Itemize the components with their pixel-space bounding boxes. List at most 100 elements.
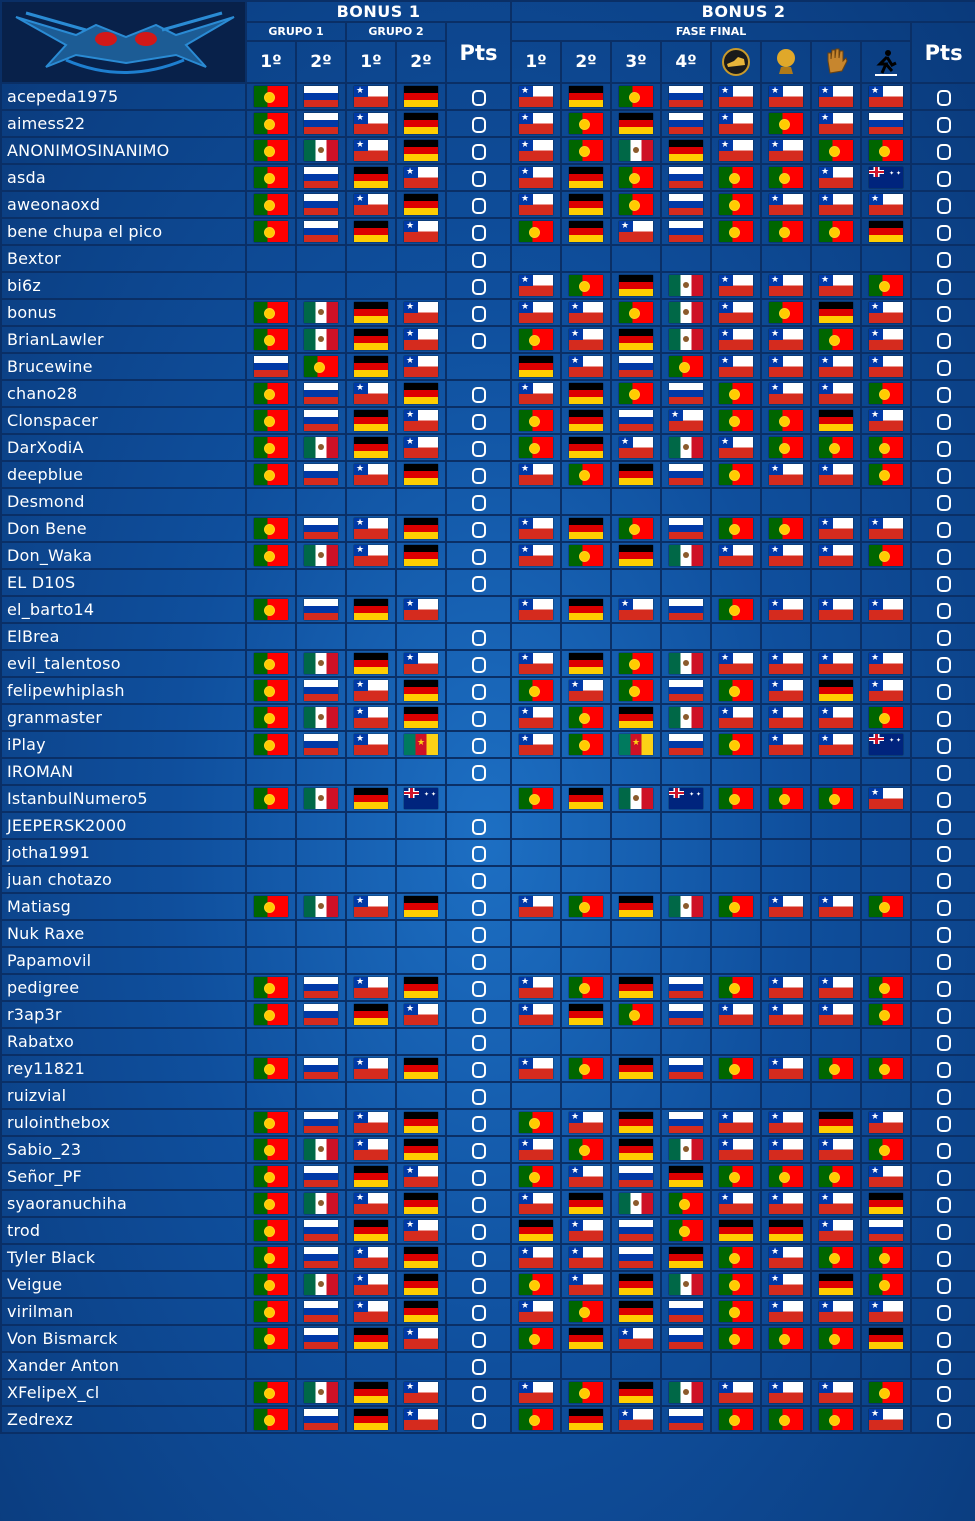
player-name[interactable]: Veigue [0, 1270, 247, 1299]
player-name[interactable]: rey11821 [0, 1054, 247, 1083]
player-name[interactable]: evil_talentoso [0, 649, 247, 678]
flag-chl-icon [519, 543, 554, 566]
player-name[interactable]: Don Bene [0, 514, 247, 543]
player-name[interactable]: chano28 [0, 379, 247, 408]
player-name[interactable]: Bextor [0, 244, 247, 273]
player-name[interactable]: Nuk Raxe [0, 919, 247, 948]
player-name[interactable]: granmaster [0, 703, 247, 732]
player-name[interactable]: asda [0, 163, 247, 192]
prediction-cell [245, 1297, 297, 1326]
player-name[interactable]: Rabatxo [0, 1027, 247, 1056]
flag-chl-icon [519, 462, 554, 485]
player-name[interactable]: acepeda1975 [0, 82, 247, 111]
prediction-cell [610, 1000, 663, 1029]
player-name[interactable]: ElBrea [0, 622, 247, 651]
player-name[interactable]: IstanbulNumero5 [0, 784, 247, 813]
player-name[interactable]: jotha1991 [0, 838, 247, 867]
points-cell [444, 109, 513, 138]
prediction-cell [245, 487, 297, 516]
prediction-cell [395, 757, 447, 786]
flag-ger-icon [404, 518, 438, 539]
prediction-cell [510, 649, 563, 678]
player-name[interactable]: ruizvial [0, 1081, 247, 1110]
flag-chl-icon [819, 516, 854, 539]
player-name[interactable]: juan chotazo [0, 865, 247, 894]
prediction-cell [810, 541, 863, 570]
flag-por-icon [869, 437, 904, 458]
player-name[interactable]: bene chupa el pico [0, 217, 247, 246]
prediction-cell [610, 838, 663, 867]
player-name[interactable]: IROMAN [0, 757, 247, 786]
player-name[interactable]: trod [0, 1216, 247, 1245]
player-name[interactable]: bonus [0, 298, 247, 327]
prediction-cell [810, 568, 863, 597]
prediction-cell [760, 892, 813, 921]
flag-mex-icon [669, 302, 704, 323]
points-cell [910, 541, 975, 570]
player-name[interactable]: syaoranuchiha [0, 1189, 247, 1218]
flag-por-icon [254, 1382, 288, 1403]
player-name[interactable]: aweonaoxd [0, 190, 247, 219]
player-name[interactable]: felipewhiplash [0, 676, 247, 705]
flag-por-icon [719, 167, 754, 188]
prediction-cell [245, 784, 297, 813]
prediction-cell [860, 1108, 913, 1137]
player-name[interactable]: Sabio_23 [0, 1135, 247, 1164]
flag-chl-icon [354, 1056, 388, 1079]
player-name[interactable]: Desmond [0, 487, 247, 516]
player-name[interactable]: pedigree [0, 973, 247, 1002]
prediction-cell [660, 1081, 713, 1110]
player-name[interactable]: Brucewine [0, 352, 247, 381]
player-name[interactable]: XFelipeX_cl [0, 1378, 247, 1407]
player-name[interactable]: Tyler Black [0, 1243, 247, 1272]
prediction-cell [345, 163, 397, 192]
prediction-cell [660, 514, 713, 543]
player-name[interactable]: ANONIMOSINANIMO [0, 136, 247, 165]
prediction-cell [245, 622, 297, 651]
prediction-cell [510, 1027, 563, 1056]
player-name[interactable]: Matiasg [0, 892, 247, 921]
player-name[interactable]: Von Bismarck [0, 1324, 247, 1353]
player-name[interactable]: JEEPERSK2000 [0, 811, 247, 840]
prediction-cell [510, 1189, 563, 1218]
player-name[interactable]: Señor_PF [0, 1162, 247, 1191]
prediction-cell [810, 1324, 863, 1353]
player-name[interactable]: Clonspacer [0, 406, 247, 435]
flag-por-icon [869, 383, 904, 404]
player-name[interactable]: r3ap3r [0, 1000, 247, 1029]
flag-por-icon [769, 167, 804, 188]
flag-mex-icon [669, 275, 704, 296]
points-cell [910, 1054, 975, 1083]
flag-chl-icon [819, 273, 854, 296]
player-name[interactable]: Papamovil [0, 946, 247, 975]
points-zero-icon [471, 764, 486, 781]
prediction-cell [860, 1081, 913, 1110]
prediction-cell [860, 1000, 913, 1029]
prediction-cell [760, 298, 813, 327]
player-name[interactable]: BrianLawler [0, 325, 247, 354]
player-name[interactable]: DarXodiA [0, 433, 247, 462]
prediction-cell [295, 460, 347, 489]
player-name[interactable]: aimess22 [0, 109, 247, 138]
prediction-cell [710, 568, 763, 597]
flag-por-icon [519, 329, 554, 350]
prediction-cell [510, 1216, 563, 1245]
player-name[interactable]: Xander Anton [0, 1351, 247, 1380]
prediction-cell [245, 541, 297, 570]
player-name[interactable]: iPlay [0, 730, 247, 759]
prediction-cell [245, 325, 297, 354]
player-name[interactable]: Zedrexz [0, 1405, 247, 1434]
prediction-cell [860, 1405, 913, 1434]
player-name[interactable]: deepblue [0, 460, 247, 489]
player-name[interactable]: rulointhebox [0, 1108, 247, 1137]
prediction-cell [860, 1270, 913, 1299]
player-name[interactable]: bi6z [0, 271, 247, 300]
flag-chl-icon [769, 1191, 804, 1214]
player-name[interactable]: Don_Waka [0, 541, 247, 570]
player-name[interactable]: el_barto14 [0, 595, 247, 624]
flag-ger-icon [354, 653, 388, 674]
prediction-cell [560, 541, 613, 570]
player-name[interactable]: EL D10S [0, 568, 247, 597]
flag-chl-icon [719, 651, 754, 674]
player-name[interactable]: virilman [0, 1297, 247, 1326]
